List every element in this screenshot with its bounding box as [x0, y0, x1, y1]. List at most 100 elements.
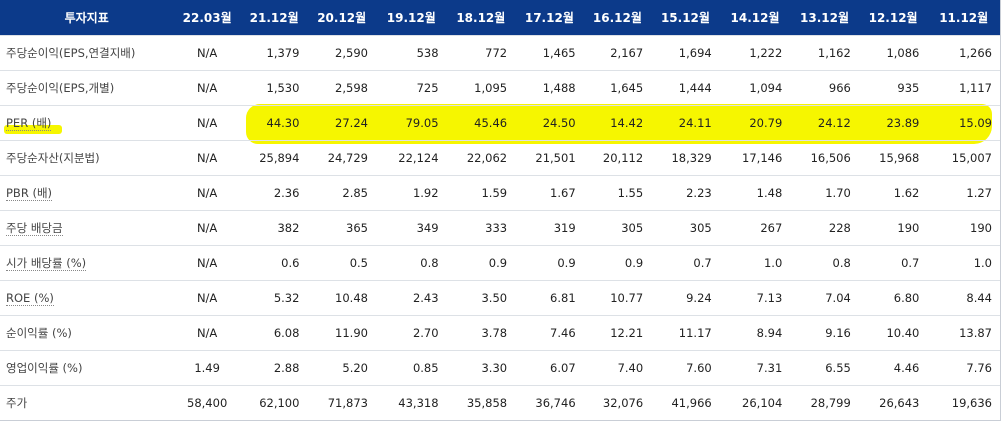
table-cell: 26,104	[742, 395, 783, 410]
header-period: 16.12월	[592, 10, 642, 25]
row-label-text: 영업이익률 (%)	[6, 360, 83, 375]
table-row: 주당 배당금 N/A 382 365 349 333 319 305 305 267 228 190 1…	[0, 210, 1000, 245]
row-label: 주당순이익(EPS,연결지배)	[0, 35, 173, 70]
table-cell: 9.24	[686, 290, 712, 305]
table-cell: 22,124	[398, 150, 439, 165]
row-label-text[interactable]: 시가 배당률 (%)	[6, 255, 87, 271]
table-cell: 10.40	[886, 325, 920, 340]
table-cell: 27.24	[335, 115, 368, 130]
header-period: 11.12월	[939, 10, 989, 25]
row-label-text[interactable]: PBR (배)	[6, 185, 53, 201]
table-cell: 17,146	[742, 150, 783, 165]
table-cell: 966	[828, 80, 851, 95]
table-cell: 1,530	[266, 80, 300, 95]
table-cell: 18,329	[671, 150, 712, 165]
table-cell: 1.92	[412, 185, 439, 200]
table-cell: 35,858	[466, 395, 508, 410]
table-cell: 28,799	[810, 395, 851, 410]
table-cell: 1,694	[678, 45, 712, 60]
row-label: 주가	[0, 385, 173, 420]
table-cell: 14.42	[610, 115, 644, 130]
table-cell: 1.55	[617, 185, 644, 200]
table-cell: 1,465	[542, 45, 576, 60]
table-cell: N/A	[196, 255, 218, 270]
table-cell: 2.88	[273, 360, 300, 375]
table-cell: N/A	[196, 185, 218, 200]
table-cell: 1,444	[678, 80, 712, 95]
row-label-text[interactable]: 주당 배당금	[6, 220, 63, 236]
row-label: 영업이익률 (%)	[0, 350, 173, 385]
table-cell: 22,062	[466, 150, 508, 165]
table-cell: 21,501	[535, 150, 576, 165]
header-period: 19.12월	[386, 10, 436, 25]
table-cell: 24.50	[542, 115, 576, 130]
table-cell: 36,746	[535, 395, 576, 410]
table-cell: N/A	[196, 45, 218, 60]
table-cell: 2.70	[412, 325, 439, 340]
row-label-text[interactable]: PER (배)	[6, 115, 52, 131]
table-cell: 6.55	[825, 360, 851, 375]
table-cell: 1,488	[542, 80, 576, 95]
table-cell: 24.11	[678, 115, 712, 130]
table-cell: 71,873	[327, 395, 368, 410]
table-cell: 190	[897, 220, 920, 235]
table-cell: 3.50	[481, 290, 508, 305]
table-cell: 20.79	[749, 115, 783, 130]
table-cell: 190	[970, 220, 992, 235]
table-cell: 8.44	[966, 290, 992, 305]
table-cell: 23.89	[886, 115, 920, 130]
table-cell: 16,506	[810, 150, 851, 165]
table-cell: 1.59	[481, 185, 508, 200]
header-period: 12.12월	[868, 10, 918, 25]
table-row: 시가 배당률 (%) N/A 0.6 0.5 0.8 0.9 0.9 0.9 0.7 1.0 0.8…	[0, 245, 1000, 280]
table-row: PBR (배) N/A 2.36 2.85 1.92 1.59 1.67 1.55 2.23 1.…	[0, 175, 1000, 210]
table-cell: 0.5	[349, 255, 368, 270]
table-row: 영업이익률 (%) 1.49 2.88 5.20 0.85 3.30 6.07 7.40 7.6…	[0, 350, 1000, 385]
table-cell: N/A	[196, 80, 218, 95]
header-period: 22.03월	[182, 10, 232, 25]
table-cell: 1,086	[886, 45, 920, 60]
table-cell: 1.0	[763, 255, 783, 270]
table-cell: 43,318	[398, 395, 439, 410]
table-cell: 2,167	[610, 45, 644, 60]
header-period: 15.12월	[660, 10, 710, 25]
table-cell: 7.13	[756, 290, 783, 305]
table-cell: 24.12	[817, 115, 851, 130]
table-cell: 1,645	[610, 80, 644, 95]
row-label[interactable]: PER (배)	[0, 105, 173, 140]
table-row: 주당순자산(지분법) N/A 25,894 24,729 22,124 22,062 21,…	[0, 140, 1000, 175]
table-cell: 319	[553, 220, 576, 235]
table-cell: 1,095	[474, 80, 508, 95]
table-cell: 7.04	[825, 290, 851, 305]
row-label[interactable]: 주당 배당금	[0, 210, 173, 245]
table-cell: 333	[485, 220, 508, 235]
table-cell: 15,007	[951, 150, 992, 165]
table-cell: 11.17	[678, 325, 712, 340]
row-label[interactable]: 시가 배당률 (%)	[0, 245, 173, 280]
row-label-text[interactable]: ROE (%)	[6, 290, 54, 306]
row-label[interactable]: PBR (배)	[0, 175, 173, 210]
table-cell: 365	[346, 220, 368, 235]
table-cell: 1,266	[959, 45, 992, 60]
header-period: 20.12월	[317, 10, 367, 25]
table-cell: 20,112	[602, 150, 644, 165]
row-label-text: 주당순자산(지분법)	[6, 150, 100, 165]
table-cell: 15.09	[959, 115, 992, 130]
table-cell: 3.30	[481, 360, 508, 375]
table-cell: 6.80	[893, 290, 920, 305]
table-cell: 1.27	[966, 185, 992, 200]
table-cell: 12.21	[610, 325, 644, 340]
table-cell: N/A	[196, 325, 218, 340]
row-label[interactable]: ROE (%)	[0, 280, 173, 315]
table-cell: N/A	[196, 115, 218, 130]
table-cell: 2.23	[686, 185, 712, 200]
row-label-text: 주당순이익(EPS,개별)	[6, 80, 115, 95]
table-cell: 25,894	[259, 150, 300, 165]
table-cell: 2.36	[273, 185, 300, 200]
row-label: 주당순자산(지분법)	[0, 140, 173, 175]
table-cell: 79.05	[405, 115, 439, 130]
table-cell: 19,636	[951, 395, 992, 410]
table-cell: 7.76	[966, 360, 992, 375]
table-cell: 382	[277, 220, 300, 235]
